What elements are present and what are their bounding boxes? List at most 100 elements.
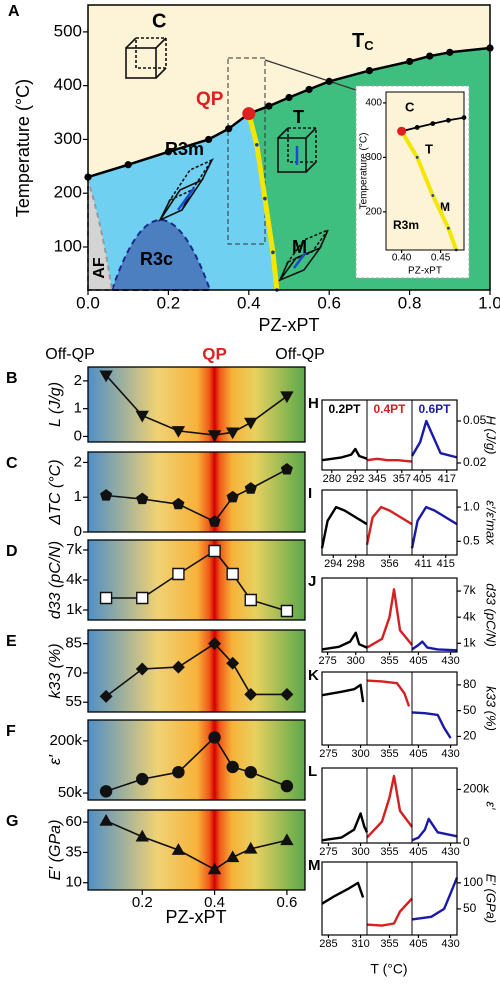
x-tick-label: 300 [351,846,369,858]
data-point [172,497,185,510]
x-tick-label: 355 [380,938,398,950]
x-tick-label: 0.6 [276,894,297,911]
y-tick-label: 70 [65,664,82,681]
curve [321,447,368,462]
x-tick-label: 294 [324,558,342,570]
y-axis-label: E′ (GPa) [484,874,499,923]
header-label: Off-QP [45,346,95,363]
tc-point [164,148,172,156]
x-tick-label: 300 [351,748,369,760]
tc-point [426,52,434,60]
zoom-box [227,57,266,245]
y-tick-label: 20 [463,729,477,743]
y-axis-label: d33 (pC/N) [47,541,64,619]
y-tick-label: 500 [54,21,82,40]
mpb-point [415,155,419,159]
x-tick-label: 0.6 [317,293,341,312]
y-tick-label: 100 [463,875,483,889]
axes-frame [321,489,458,556]
x-tick-label: 430 [441,846,459,858]
mpb-point [271,250,275,255]
phase-label: R3c [140,249,173,269]
x-tick-label: 405 [409,655,427,667]
y-tick-label: 0.5 [463,533,480,547]
qp-label: QP [196,89,224,110]
panel-label: M [308,857,321,874]
data-point [171,660,185,674]
data-point [226,567,239,581]
background [88,630,305,712]
data-point [244,687,258,701]
x-tick-label: 310 [351,938,369,950]
inset-bg [386,92,464,250]
background [88,540,305,620]
data-point [99,785,113,798]
background [88,720,305,800]
sample-label: 0.4PT [373,402,406,416]
tc-point [414,125,420,130]
cube-r [157,158,215,222]
tc-point [430,121,436,126]
panel-label: H [308,395,319,412]
data-point [225,427,240,440]
data-point [172,567,185,581]
data-point [171,426,186,438]
y-tick-label: 300 [54,129,82,148]
tc-label-main: T [352,30,364,52]
tc-point [406,57,414,66]
inset-x-label: PZ-xPT [408,266,442,277]
x-tick-label: 417 [438,473,456,485]
panel-label: A [8,3,20,20]
tc-point [225,125,233,133]
background [88,810,305,890]
axes-frame [87,719,306,801]
phase-label: T [293,107,304,127]
x-tick-label: 0.8 [398,293,422,312]
cube-c [125,37,167,79]
curve [411,640,458,652]
header-label: Off-QP [275,346,325,363]
panel-label: D [6,543,18,560]
x-tick-label: 275 [319,846,337,858]
inset-phase-label: R3m [393,218,419,232]
sample-label: 0.2PT [328,402,361,416]
y-tick-label: 7k [463,583,477,597]
x-tick-label: 355 [380,748,398,760]
y-tick-label: 4k [66,571,82,588]
x-tick-label: 1.0 [478,293,500,312]
axes-frame [87,4,491,291]
data-point [280,391,294,404]
y-tick-label: 1 [74,400,82,417]
panel-label: L [308,763,317,780]
y-tick-label: 0 [463,835,470,849]
curve [410,419,458,459]
data-point [171,843,186,855]
curve [366,897,413,927]
x-tick-label: 0.40 [392,253,412,264]
data-point [280,779,294,793]
x-axis-label: PZ-xPT [166,907,227,927]
axes-frame [321,671,458,746]
x-tick-label: 405 [409,846,427,858]
region-cubic [386,92,464,250]
curve [366,679,411,707]
y-tick-label: 50 [463,703,477,717]
x-axis-label: T (°C) [370,961,407,977]
data-point [135,829,149,842]
y-axis-label: Temperature (°C) [13,79,33,217]
tc-point [124,161,132,169]
sample-label: 0.6PT [418,402,451,416]
tc-point [446,117,451,123]
qp-point [242,107,256,121]
tc-point [265,102,273,110]
data-point [99,370,113,383]
inset-phase-label: T [425,141,433,156]
x-tick-label: 405 [413,473,431,485]
x-tick-label: 280 [323,473,341,485]
curve [321,631,368,651]
x-tick-label: 430 [441,748,459,760]
x-tick-label: 0.2 [157,293,181,312]
panel-label: E [6,633,17,650]
cube-m [277,228,331,282]
x-tick-label: 357 [393,473,411,485]
